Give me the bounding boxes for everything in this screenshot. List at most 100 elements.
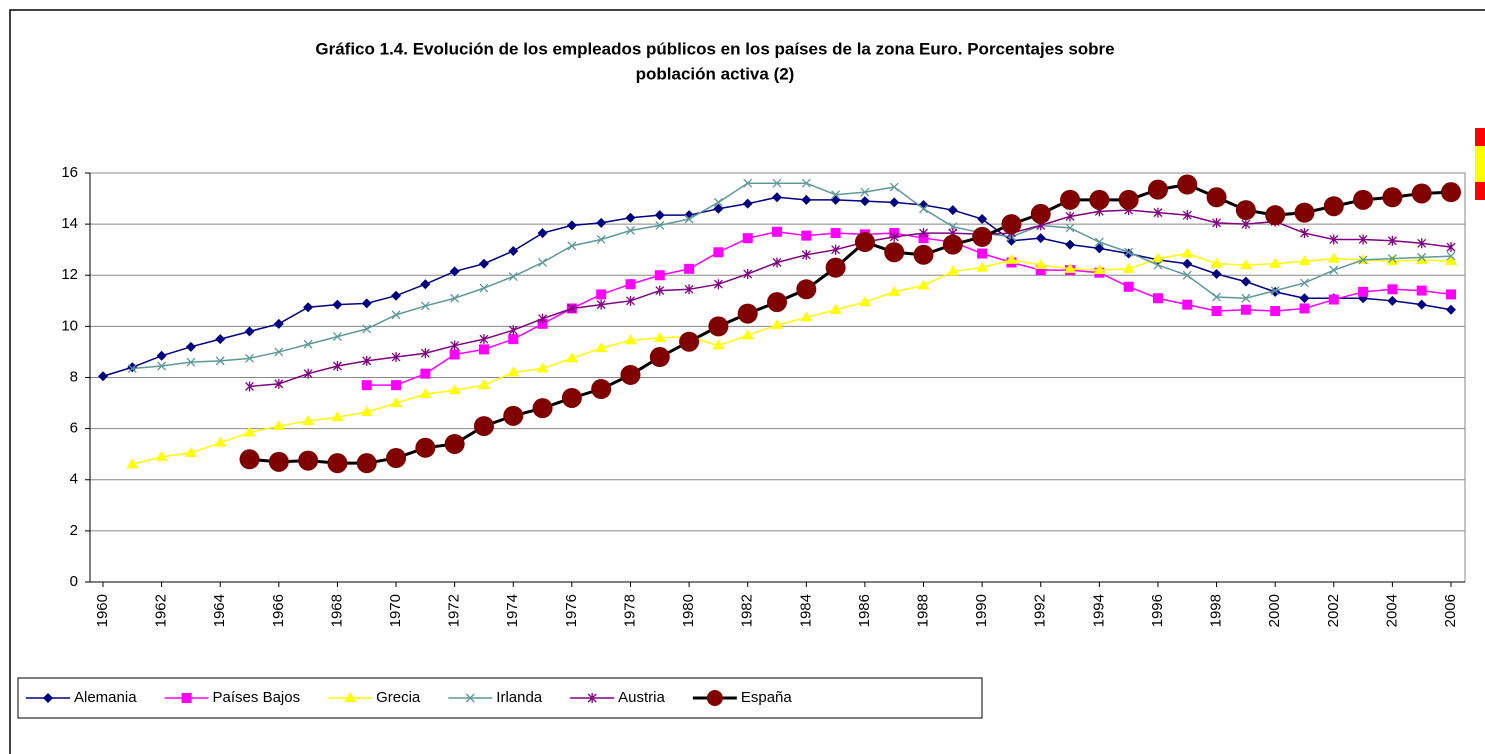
- marker: [796, 279, 817, 300]
- marker: [1416, 299, 1427, 310]
- marker: [1387, 284, 1398, 295]
- x-tick-label: 2002: [1325, 594, 1342, 627]
- marker: [1358, 234, 1368, 245]
- marker: [420, 348, 430, 359]
- marker: [473, 416, 494, 437]
- marker: [1446, 242, 1456, 253]
- marker: [1265, 205, 1286, 226]
- marker: [156, 350, 167, 361]
- marker: [1270, 286, 1280, 296]
- marker: [1446, 304, 1456, 315]
- marker: [479, 283, 489, 293]
- marker: [742, 198, 753, 209]
- marker: [624, 334, 637, 345]
- marker: [561, 387, 582, 408]
- legend-label: España: [741, 689, 793, 706]
- marker: [653, 331, 666, 342]
- marker: [1239, 259, 1252, 270]
- marker: [830, 228, 841, 239]
- marker: [273, 318, 284, 329]
- marker: [538, 258, 548, 267]
- marker: [567, 303, 577, 314]
- marker: [1093, 264, 1106, 275]
- marker: [1300, 278, 1309, 288]
- marker: [595, 342, 608, 353]
- marker: [298, 450, 319, 471]
- marker: [566, 220, 577, 231]
- y-tick-label: 16: [61, 164, 78, 181]
- marker: [1182, 270, 1192, 280]
- x-tick-label: 1982: [739, 594, 756, 627]
- marker: [391, 380, 402, 391]
- marker: [508, 334, 519, 345]
- marker: [831, 190, 841, 200]
- marker: [1299, 303, 1310, 314]
- marker: [1446, 289, 1456, 300]
- marker: [479, 334, 489, 345]
- marker: [1147, 179, 1168, 200]
- marker: [712, 339, 725, 350]
- marker: [1212, 292, 1222, 302]
- marker: [420, 301, 430, 311]
- marker: [913, 244, 934, 265]
- x-tick-label: 1970: [387, 594, 404, 627]
- marker: [772, 192, 782, 203]
- marker: [1445, 255, 1457, 266]
- marker: [620, 364, 641, 385]
- marker: [1094, 237, 1104, 247]
- marker: [532, 398, 553, 419]
- marker: [450, 293, 460, 303]
- marker: [420, 279, 431, 290]
- marker: [155, 450, 168, 461]
- x-tick-label: 1966: [270, 594, 287, 627]
- marker: [1415, 253, 1428, 264]
- marker: [626, 226, 635, 235]
- marker: [1357, 253, 1370, 264]
- marker: [362, 324, 372, 334]
- marker: [1065, 211, 1075, 222]
- marker: [272, 420, 285, 431]
- marker: [1089, 189, 1110, 210]
- marker: [772, 257, 782, 268]
- series-line: [132, 182, 1452, 370]
- marker: [1446, 251, 1456, 261]
- marker: [1240, 276, 1251, 287]
- marker: [1177, 174, 1198, 195]
- marker: [1241, 293, 1251, 303]
- marker: [801, 178, 811, 188]
- legend-label: Países Bajos: [213, 689, 301, 706]
- marker: [767, 292, 787, 313]
- marker: [596, 299, 606, 310]
- marker: [1329, 265, 1339, 275]
- marker: [1030, 203, 1051, 224]
- marker: [478, 258, 489, 269]
- marker: [654, 270, 665, 281]
- marker: [362, 355, 372, 366]
- marker: [800, 311, 813, 322]
- marker: [655, 285, 665, 296]
- marker: [1151, 252, 1164, 263]
- marker: [654, 210, 665, 221]
- marker: [215, 334, 226, 345]
- marker: [587, 693, 597, 703]
- marker: [1152, 293, 1163, 304]
- marker: [1060, 189, 1081, 210]
- marker: [508, 325, 518, 336]
- marker: [596, 289, 607, 300]
- marker: [1064, 262, 1077, 273]
- marker: [332, 299, 343, 310]
- marker: [1006, 235, 1017, 246]
- marker: [1327, 252, 1340, 263]
- marker: [737, 303, 758, 324]
- marker: [415, 437, 436, 458]
- marker: [889, 182, 899, 192]
- x-tick-label: 1996: [1149, 594, 1166, 627]
- marker: [1416, 285, 1427, 296]
- marker: [303, 368, 313, 379]
- marker: [771, 319, 783, 330]
- x-tick-label: 1992: [1032, 594, 1049, 627]
- marker: [1417, 238, 1427, 249]
- marker: [854, 232, 875, 253]
- marker: [450, 340, 460, 351]
